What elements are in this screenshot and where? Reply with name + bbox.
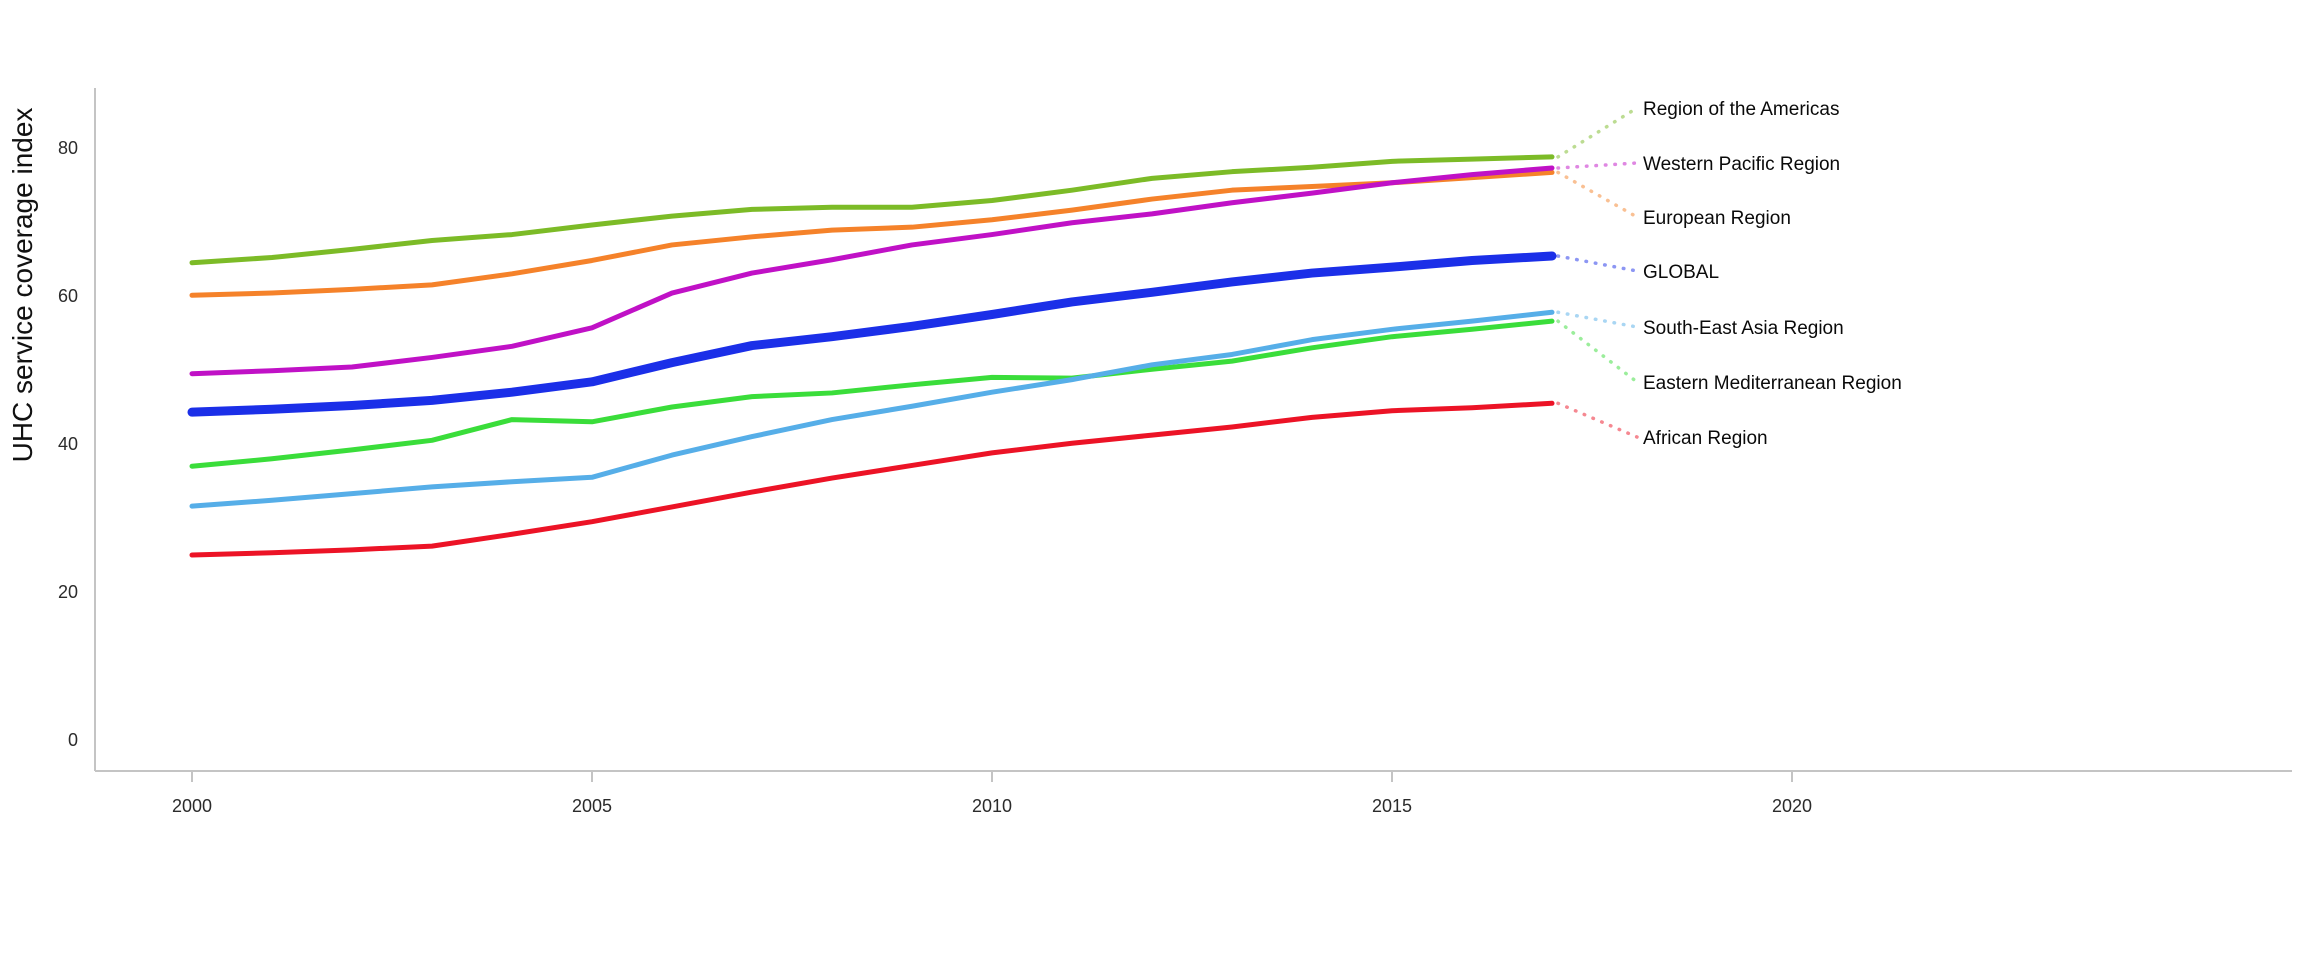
series-line-region-of-the-americas [189, 154, 1555, 266]
leader-line-south-east-asia-region [1556, 310, 1639, 329]
x-tick-label: 2010 [972, 796, 1012, 816]
leader-line-european-region [1556, 170, 1639, 219]
y-tick-label: 80 [58, 138, 78, 158]
y-tick-label: 20 [58, 582, 78, 602]
y-axis-title: UHC service coverage index [7, 108, 38, 463]
axes: 2000 2005 2010 2015 2020 0 20 40 60 80 [58, 88, 2292, 816]
series-line-western-pacific-region [189, 165, 1555, 377]
x-tick-label: 2005 [572, 796, 612, 816]
series-line-south-east-asia-region [189, 309, 1555, 509]
y-tick-label: 0 [68, 730, 78, 750]
legend-label-south-east-asia-region: South-East Asia Region [1643, 318, 1844, 339]
legend-label-global: GLOBAL [1643, 262, 1719, 283]
x-tick-label: 2020 [1772, 796, 1812, 816]
y-tick-label: 60 [58, 286, 78, 306]
series-line-european-region [189, 169, 1555, 298]
legend-leader-lines [1556, 106, 1639, 439]
x-tick-label: 2015 [1372, 796, 1412, 816]
legend-label-african-region: African Region [1643, 428, 1768, 449]
leader-line-eastern-mediterranean-region [1556, 319, 1639, 384]
legend-label-eastern-mediterranean-region: Eastern Mediterranean Region [1643, 373, 1902, 394]
leader-line-global [1556, 254, 1639, 273]
series-line-eastern-mediterranean-region [189, 318, 1555, 469]
series-line-african-region [189, 400, 1555, 558]
leader-line-african-region [1556, 401, 1639, 439]
series-line-global [187, 251, 1557, 417]
x-tick-label: 2000 [172, 796, 212, 816]
legend-label-western-pacific-region: Western Pacific Region [1643, 154, 1840, 175]
legend-label-region-of-the-americas: Region of the Americas [1643, 99, 1839, 120]
leader-line-region-of-the-americas [1556, 106, 1639, 159]
plot-lines [187, 154, 1557, 558]
legend: Region of the Americas Western Pacific Re… [1643, 99, 1902, 449]
y-tick-label: 40 [58, 434, 78, 454]
legend-label-european-region: European Region [1643, 208, 1791, 229]
leader-line-western-pacific-region [1556, 161, 1639, 170]
